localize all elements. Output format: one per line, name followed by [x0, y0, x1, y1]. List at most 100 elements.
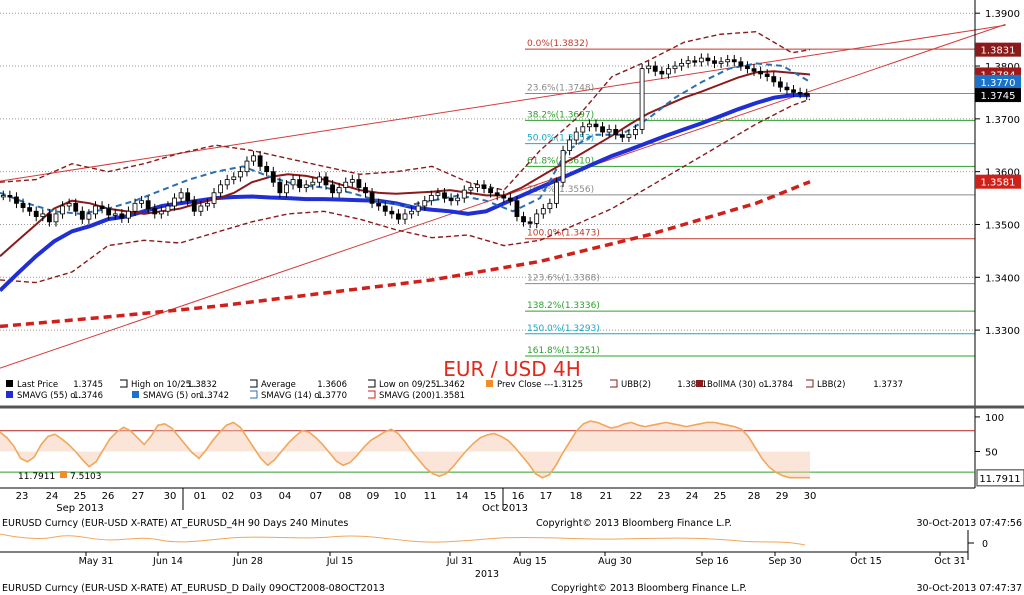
legend-label: High on 10/25...	[131, 380, 199, 390]
candle-body	[323, 176, 329, 186]
candle-body	[376, 202, 382, 207]
stoch-inline-value: 7.5103	[70, 472, 102, 482]
time-axis-label: 27	[132, 491, 145, 502]
candle-body	[409, 210, 414, 215]
axis-tick-label: 1.3500	[985, 220, 1020, 231]
candle-body	[633, 129, 638, 136]
candle-body	[435, 192, 441, 196]
candle-body	[540, 208, 546, 215]
legend-swatch	[6, 380, 13, 387]
time-axis-label: 17	[540, 491, 553, 502]
time-axis-label: 10	[394, 491, 407, 502]
candle-body	[791, 89, 796, 93]
time-axis-label: 01	[194, 491, 207, 502]
legend-value: 1.3745	[73, 380, 103, 390]
time-axis-label: 08	[339, 491, 352, 502]
candle-body	[363, 187, 368, 194]
legend-label: SMAVG (5) on ...	[143, 391, 212, 401]
daily-axis-label: Aug 30	[598, 556, 632, 567]
price-tag	[975, 174, 1021, 189]
fib-label: 123.6%(1.3388)	[527, 274, 600, 284]
series-line-smavg-200-	[0, 180, 811, 329]
time-axis-label: 23	[658, 491, 671, 502]
time-axis-label: 07	[310, 491, 323, 502]
legend-value: 1.3831	[677, 380, 707, 390]
legend-swatch	[132, 391, 139, 398]
candle-body	[33, 210, 39, 217]
daily-axis-label: Oct 15	[850, 556, 882, 567]
time-axis-label: 11	[424, 491, 437, 502]
daily-axis-label: Sep 30	[768, 556, 801, 567]
fib-label: 23.6%(1.3748)	[527, 83, 594, 93]
daily-axis-label: Jul 31	[446, 556, 474, 567]
candle-body	[692, 60, 698, 63]
legend-label: UBB(2)	[621, 380, 651, 390]
footer-4h-right: 30-Oct-2013 07:47:56	[917, 518, 1023, 529]
candle-body	[626, 134, 632, 138]
price-tag	[975, 74, 1021, 89]
candle-body	[415, 205, 421, 212]
candle-body	[277, 181, 283, 194]
candle-body	[152, 208, 158, 215]
stoch-inline-value: 11.7911	[18, 472, 55, 482]
legend-label: Prev Close ---	[497, 380, 553, 390]
series-line-lbb-2-	[0, 98, 811, 284]
legend-value: 1.3462	[435, 380, 465, 390]
price-tag	[975, 42, 1021, 57]
time-axis-label: 22	[630, 491, 643, 502]
candle-body	[310, 181, 316, 186]
candle-body	[224, 179, 230, 186]
legend-swatch	[250, 379, 258, 388]
candle-body	[501, 195, 507, 199]
price-tag-label: 1.3745	[981, 91, 1016, 102]
candle-body	[666, 68, 671, 75]
candle-body	[514, 200, 520, 217]
time-axis-label: 02	[222, 491, 235, 502]
candle-body	[613, 129, 619, 136]
candle-body	[330, 184, 335, 194]
time-axis-label: 03	[250, 491, 263, 502]
stoch-line	[0, 420, 810, 479]
legend-value: 1.3746	[73, 391, 103, 401]
candle-body	[745, 65, 750, 70]
legend-label: Last Price	[17, 380, 58, 390]
stoch-axis-label: 100	[985, 413, 1004, 424]
candle-body	[764, 73, 770, 77]
fib-label: 0.0%(1.3832)	[527, 39, 588, 49]
legend-swatch	[250, 390, 258, 399]
daily-stoch-line	[0, 533, 806, 546]
price-tag	[975, 88, 1021, 103]
candle-body	[369, 192, 375, 204]
candle-body	[73, 202, 79, 212]
candle-body	[112, 213, 118, 216]
candle-body	[771, 76, 777, 83]
candle-body	[758, 70, 764, 75]
candle-body	[718, 61, 724, 64]
candle-body	[66, 202, 72, 207]
time-axis-label: 24	[686, 491, 699, 502]
daily-axis-label: Sep 16	[695, 556, 728, 567]
candle-body	[237, 171, 243, 178]
candle-body	[79, 210, 85, 220]
fib-label: 150.0%(1.3293)	[527, 324, 600, 334]
candle-body	[211, 192, 217, 204]
candle-body	[428, 195, 434, 202]
fib-label: 50.0%(1.3653)	[527, 134, 594, 144]
candle-body	[297, 179, 303, 188]
legend-label: LBB(2)	[817, 380, 845, 390]
candle-body	[507, 197, 513, 202]
candle-body	[685, 60, 691, 64]
fib-label: 76.4%(1.3556)	[527, 185, 594, 195]
candle-body	[126, 210, 131, 219]
candle-body	[86, 213, 92, 220]
candle-body	[20, 202, 26, 208]
candle-body	[527, 221, 533, 224]
candle-body	[60, 205, 65, 215]
candle-body	[343, 181, 349, 188]
time-axis-label: 04	[279, 491, 292, 502]
candle-body	[244, 160, 250, 173]
